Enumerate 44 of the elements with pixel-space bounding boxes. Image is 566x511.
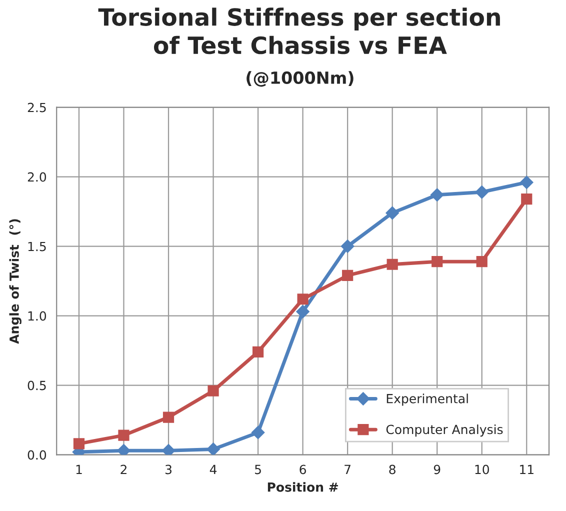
point (118, 430, 130, 441)
point (251, 426, 265, 440)
legend-label: Computer Analysis (386, 424, 503, 437)
x-tick-label: 9 (434, 464, 440, 474)
y-tick-label: 1.0 (28, 311, 46, 321)
point (520, 176, 534, 189)
x-tick-label: 1 (76, 464, 82, 474)
point (476, 256, 488, 268)
y-tick-label: 2.5 (28, 102, 46, 112)
point (340, 240, 354, 253)
point (117, 444, 130, 455)
y-axis-title: Angle of Twist (°) (9, 219, 22, 344)
x-tick-label: 5 (255, 464, 261, 474)
chart-subtitle: (@1000Nm) (246, 71, 354, 87)
chart-title: Torsional Stiffness per section of Test Chassis vs FEA (98, 8, 500, 54)
point (521, 193, 532, 205)
point (73, 438, 85, 450)
x-tick-label: 3 (165, 464, 172, 474)
point (342, 270, 354, 282)
point (386, 206, 399, 220)
point (252, 346, 264, 358)
point (430, 188, 444, 202)
point (432, 256, 443, 268)
point (296, 305, 310, 318)
x-tick-label: 2 (120, 464, 126, 474)
y-tick-label: 0.0 (28, 450, 46, 460)
point (162, 412, 174, 423)
y-tick-label: 0.5 (28, 380, 46, 390)
x-tick-label: 7 (344, 464, 350, 474)
x-tick-label: 6 (300, 464, 306, 474)
point (386, 258, 398, 270)
point (162, 444, 176, 455)
point (475, 186, 488, 199)
x-tick-label: 8 (389, 464, 396, 474)
point (206, 442, 220, 455)
point (297, 294, 308, 305)
x-tick-label: 10 (475, 464, 489, 474)
point (208, 385, 219, 396)
x-axis-title: Position # (268, 482, 338, 492)
x-tick-label: 4 (210, 464, 217, 474)
y-tick-label: 1.5 (28, 242, 46, 252)
y-tick-label: 2.0 (28, 172, 46, 182)
legend-label: Experimental (386, 394, 468, 406)
x-tick-label: 11 (520, 464, 534, 474)
